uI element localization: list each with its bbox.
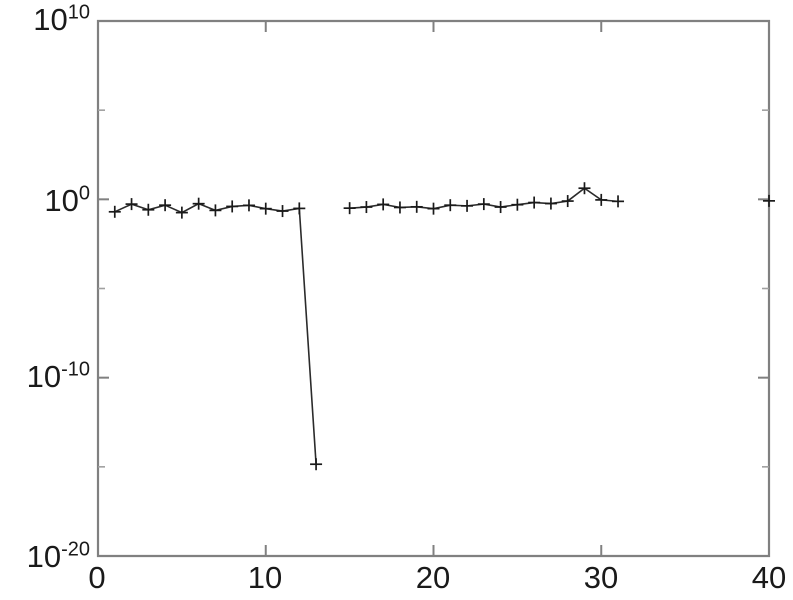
data-point-marker <box>763 194 775 207</box>
y-tick-exponent: 0 <box>78 182 90 205</box>
data-point-marker <box>360 201 373 214</box>
data-point-marker <box>494 201 507 214</box>
series-segment-1 <box>108 197 323 471</box>
y-tick-exponent: 10 <box>67 1 90 24</box>
data-point-marker <box>461 199 474 212</box>
y-tick-label-1e-10: 10-10 <box>26 358 90 394</box>
data-series-layer <box>108 182 775 471</box>
data-point-marker <box>276 205 289 218</box>
x-tick-label-40: 40 <box>751 560 787 595</box>
x-tick-label-0: 0 <box>88 560 106 595</box>
data-point-marker <box>226 200 239 213</box>
data-point-marker <box>595 193 608 206</box>
data-point-marker <box>427 202 440 215</box>
data-point-marker <box>310 458 323 471</box>
data-point-marker <box>108 205 121 218</box>
x-tick-label-20: 20 <box>415 560 451 595</box>
data-point-marker <box>343 202 356 215</box>
data-point-marker <box>159 199 172 212</box>
data-point-marker <box>377 198 390 211</box>
y-axis-ticks <box>98 20 769 557</box>
series-polyline <box>114 202 317 465</box>
data-point-marker <box>410 200 423 213</box>
data-point-marker <box>242 199 255 212</box>
y-tick-label-1e-20: 10-20 <box>26 538 90 574</box>
data-point-marker <box>393 201 406 214</box>
data-point-marker <box>192 197 205 210</box>
series-isolated-point <box>763 194 775 207</box>
y-tick-label-1e0: 100 <box>44 182 90 218</box>
x-tick-label-30: 30 <box>583 560 619 595</box>
data-point-marker <box>561 195 574 208</box>
data-point-marker <box>528 196 541 209</box>
y-tick-label-1e10: 1010 <box>33 1 90 37</box>
data-point-marker <box>293 202 306 215</box>
data-point-marker <box>259 202 272 215</box>
data-point-marker <box>511 198 524 211</box>
axes-frame <box>96 19 771 558</box>
data-point-marker <box>578 182 591 195</box>
series-segment-2 <box>343 182 625 215</box>
data-point-marker <box>175 206 188 219</box>
y-tick-exponent: -10 <box>61 358 90 381</box>
data-point-marker <box>477 198 490 211</box>
data-point-marker <box>125 198 138 211</box>
x-tick-label-10: 10 <box>247 560 283 595</box>
data-point-marker <box>142 203 155 216</box>
axes-box <box>96 19 771 558</box>
data-point-marker <box>209 204 222 217</box>
x-axis-ticks <box>97 21 770 556</box>
y-tick-exponent: -20 <box>61 538 90 561</box>
data-point-marker <box>544 197 557 210</box>
data-point-marker <box>444 199 457 212</box>
data-point-marker <box>612 195 625 208</box>
